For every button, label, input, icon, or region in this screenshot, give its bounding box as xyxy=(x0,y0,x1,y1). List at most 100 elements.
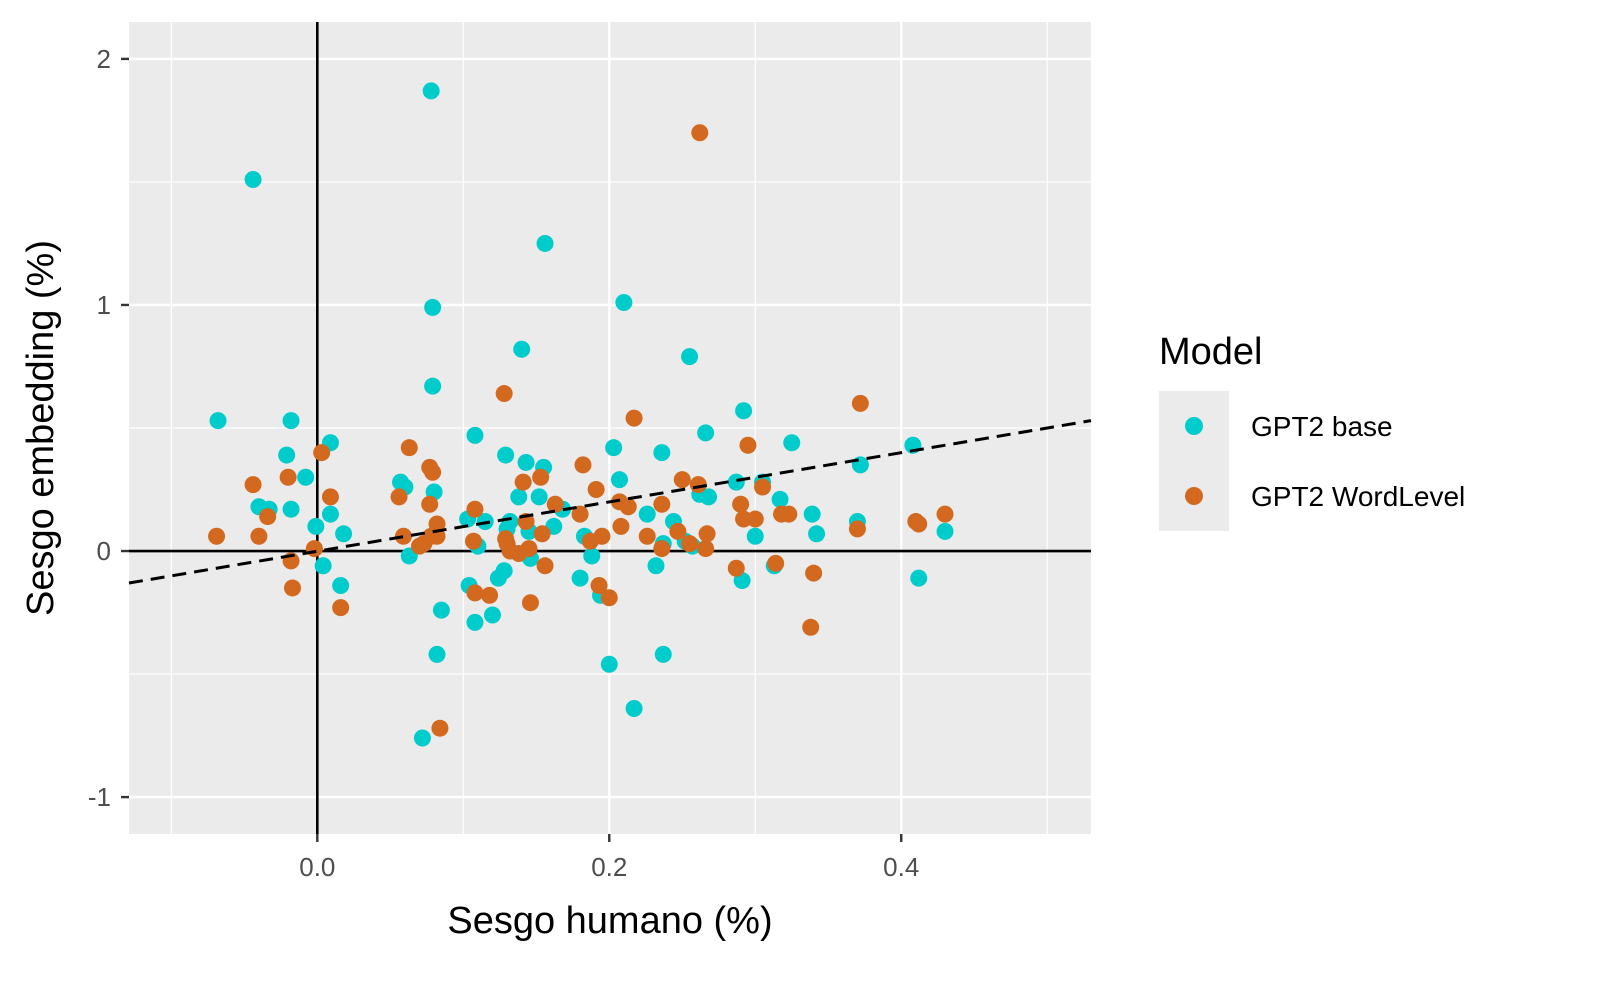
data-point xyxy=(653,540,671,558)
data-point xyxy=(638,505,656,523)
data-point xyxy=(571,569,589,587)
data-point xyxy=(783,434,801,452)
data-point xyxy=(681,535,699,553)
data-point xyxy=(495,562,513,580)
data-point xyxy=(510,488,528,506)
data-point xyxy=(691,124,709,142)
data-point xyxy=(803,505,821,523)
data-point xyxy=(431,719,449,737)
data-point xyxy=(780,505,798,523)
data-point xyxy=(848,520,866,538)
data-point xyxy=(735,402,753,420)
x-tick-label: 0.0 xyxy=(299,852,335,882)
data-point xyxy=(413,729,431,747)
data-point xyxy=(208,527,226,545)
legend-item-0: GPT2 base xyxy=(1159,391,1393,461)
data-point xyxy=(424,298,442,316)
data-point xyxy=(936,522,954,540)
data-point xyxy=(313,444,331,462)
data-point xyxy=(394,527,412,545)
y-tick-label: 1 xyxy=(97,290,111,320)
data-point xyxy=(466,426,484,444)
data-point xyxy=(530,488,548,506)
data-point xyxy=(278,446,296,464)
series-1-points xyxy=(208,124,954,737)
x-tick-label: 0.2 xyxy=(591,852,627,882)
data-point xyxy=(615,294,633,312)
data-point xyxy=(590,576,608,594)
data-point xyxy=(583,547,601,565)
data-point xyxy=(297,468,315,486)
data-point xyxy=(520,540,538,558)
data-point xyxy=(536,557,554,575)
data-point xyxy=(808,525,826,543)
data-point xyxy=(574,456,592,474)
data-point xyxy=(739,436,757,454)
data-point xyxy=(625,409,643,427)
legend: Model GPT2 base GPT2 WordLevel xyxy=(1159,331,1465,531)
data-point xyxy=(587,481,605,499)
data-point xyxy=(619,498,637,516)
data-point xyxy=(697,540,715,558)
data-point xyxy=(465,532,483,550)
legend-label: GPT2 WordLevel xyxy=(1251,481,1465,512)
tick-labels: 0.0 0.2 0.4 2 1 0 -1 xyxy=(88,44,919,882)
data-point xyxy=(802,618,820,636)
data-point xyxy=(424,377,442,395)
data-point xyxy=(279,468,297,486)
data-point xyxy=(910,569,928,587)
data-point xyxy=(422,82,440,100)
data-point xyxy=(282,500,300,518)
data-point xyxy=(746,527,764,545)
data-point xyxy=(605,439,623,457)
data-point xyxy=(514,473,532,491)
data-point xyxy=(610,471,628,489)
data-point xyxy=(638,527,656,545)
data-point xyxy=(732,495,750,513)
data-point xyxy=(428,515,446,533)
data-point xyxy=(681,348,699,366)
data-point xyxy=(390,488,408,506)
data-point xyxy=(653,495,671,513)
data-point xyxy=(669,522,687,540)
data-point xyxy=(532,468,550,486)
data-point xyxy=(536,234,554,252)
x-tick-label: 0.4 xyxy=(883,852,919,882)
data-point xyxy=(501,513,519,531)
data-point xyxy=(600,655,618,673)
data-point xyxy=(428,645,446,663)
data-point xyxy=(700,488,718,506)
data-point xyxy=(771,490,789,508)
legend-title: Model xyxy=(1159,331,1263,373)
data-point xyxy=(533,525,551,543)
data-point xyxy=(521,594,539,612)
y-tick-label: -1 xyxy=(88,782,111,812)
legend-items: GPT2 base GPT2 WordLevel xyxy=(1159,391,1465,531)
data-point xyxy=(910,515,928,533)
data-point xyxy=(483,606,501,624)
reference-lines xyxy=(129,22,1091,834)
data-point xyxy=(332,576,350,594)
data-point xyxy=(282,412,300,430)
legend-key-marker xyxy=(1185,417,1203,435)
trend-layer xyxy=(128,419,1092,585)
data-point xyxy=(727,559,745,577)
y-tick-label: 0 xyxy=(97,536,111,566)
data-point xyxy=(673,471,691,489)
x-axis-title: Sesgo humano (%) xyxy=(447,900,772,942)
data-point xyxy=(424,463,442,481)
data-point xyxy=(321,488,339,506)
data-point xyxy=(495,385,513,403)
data-point xyxy=(851,394,869,412)
data-point xyxy=(307,517,325,535)
data-point xyxy=(546,495,564,513)
data-point xyxy=(335,525,353,543)
data-point xyxy=(421,495,439,513)
data-point xyxy=(332,599,350,617)
legend-label: GPT2 base xyxy=(1251,411,1393,442)
data-point xyxy=(936,505,954,523)
data-point xyxy=(653,444,671,462)
data-point xyxy=(746,510,764,528)
data-point xyxy=(466,613,484,631)
data-point xyxy=(754,478,772,496)
